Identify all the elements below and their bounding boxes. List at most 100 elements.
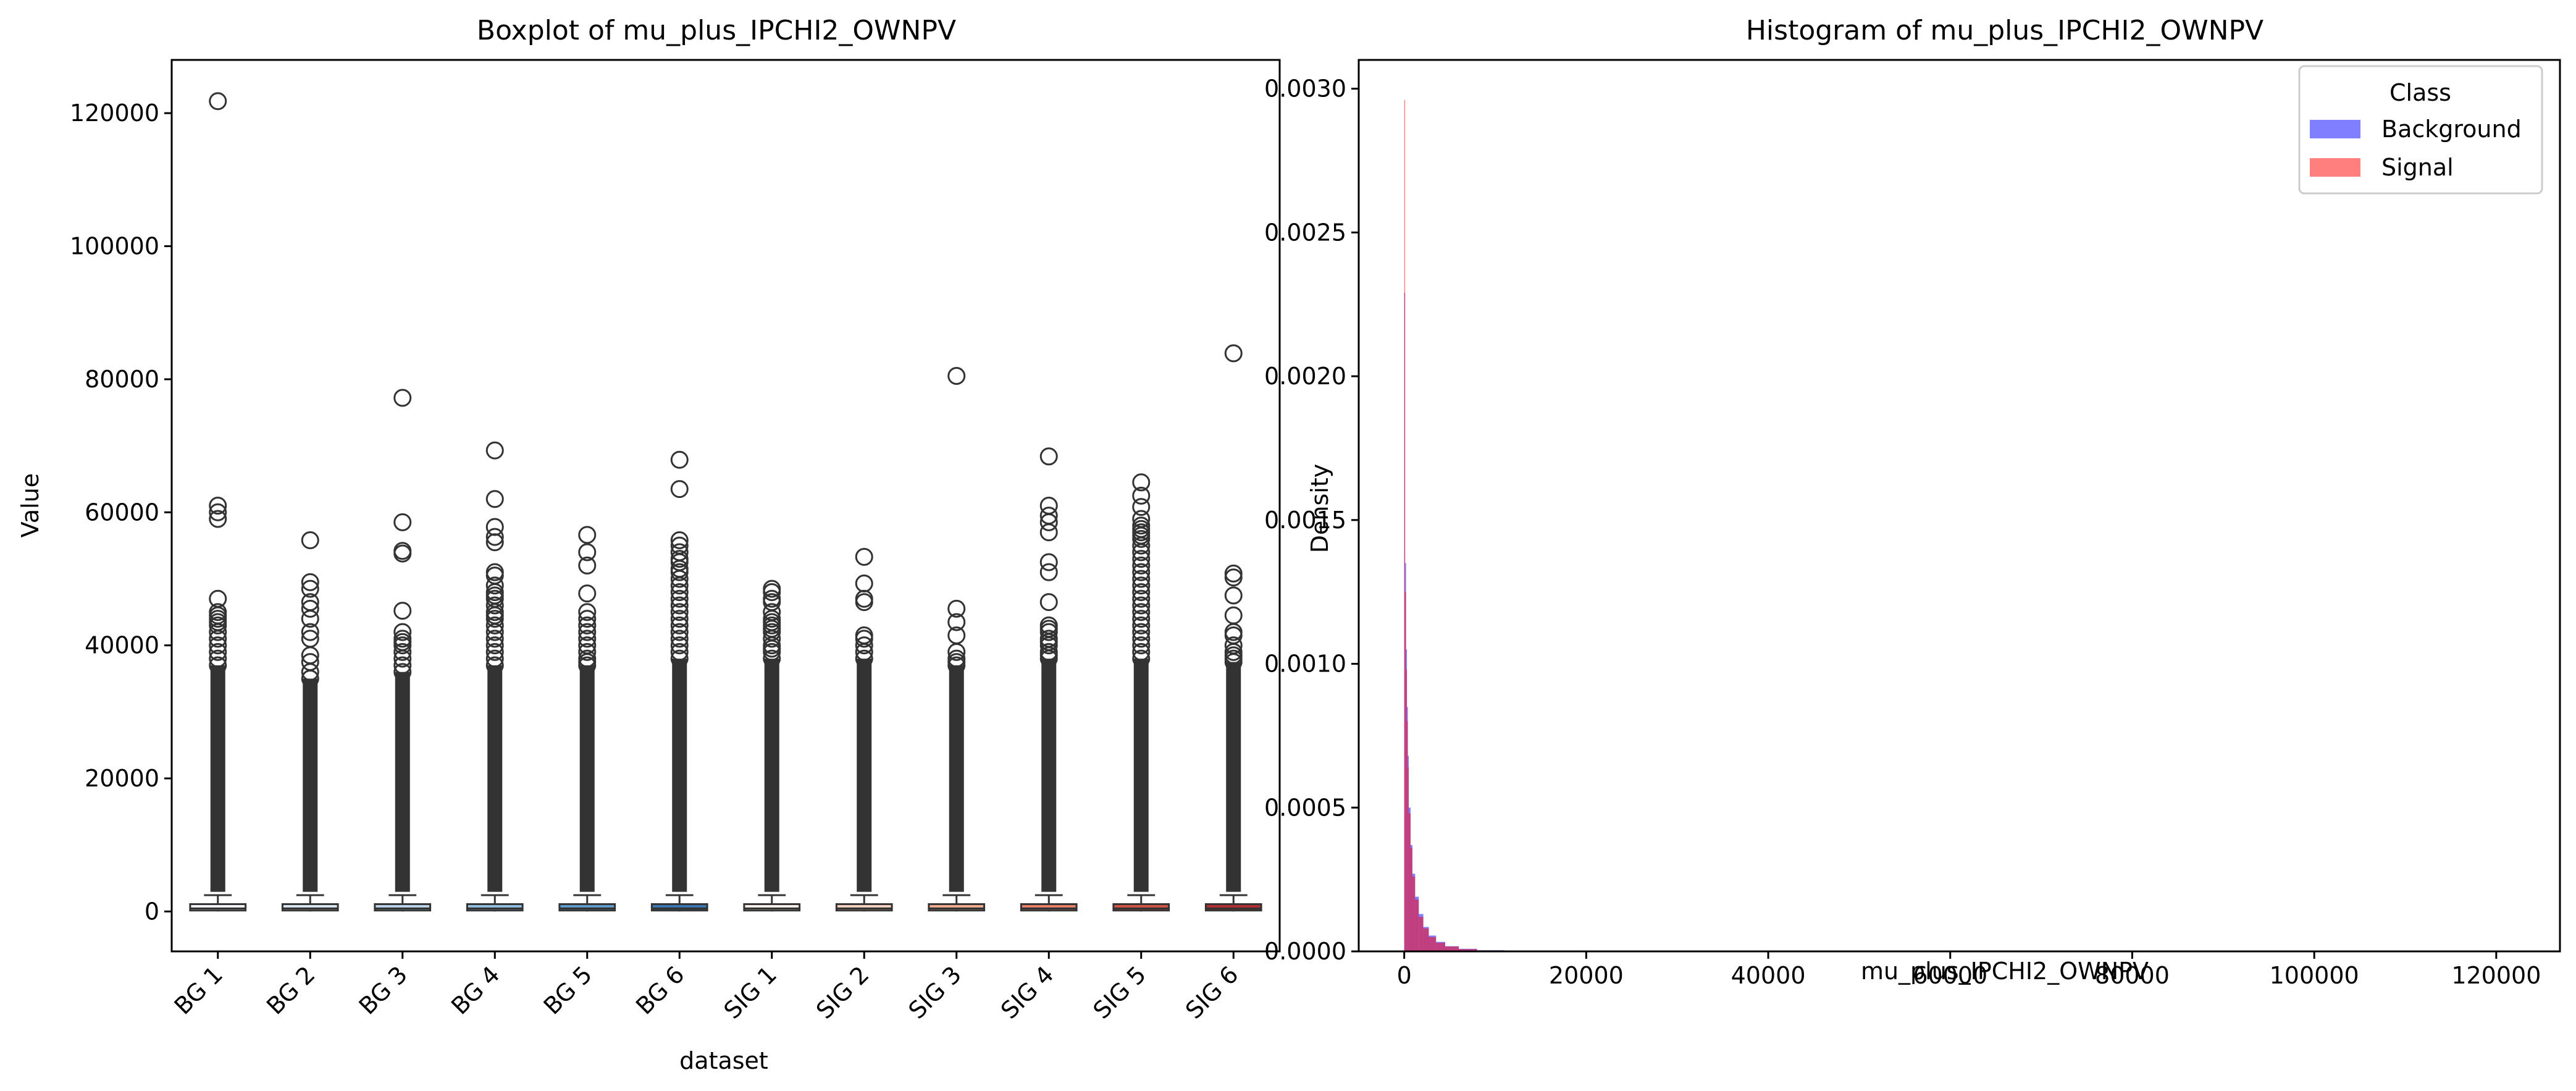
outlier-point: [763, 630, 781, 648]
outlier-point: [670, 531, 689, 549]
outlier-point: [1132, 583, 1151, 601]
x-tick-label: BG 6: [631, 961, 690, 1020]
outlier-point: [578, 642, 597, 661]
legend-swatch-signal: [2310, 158, 2360, 177]
outlier-point: [393, 649, 412, 668]
legend: Class Background Signal: [2298, 65, 2543, 195]
legend-label-background: Background: [2381, 116, 2522, 143]
outlier-point: [301, 573, 319, 591]
outlier-point: [947, 367, 966, 385]
y-tick-label: 0.0010: [1264, 651, 1346, 678]
outlier-point: [485, 533, 504, 552]
box-bg-6: [650, 450, 708, 912]
histogram-bar: [1423, 928, 1429, 951]
box-bg-4: [466, 441, 524, 912]
outlier-point: [1132, 636, 1151, 655]
outlier-point: [947, 599, 966, 618]
y-tick-label: 40000: [85, 632, 159, 659]
outlier-point: [1224, 344, 1243, 363]
boxplot-frame: [170, 59, 1281, 953]
box-iqr: [650, 903, 708, 912]
y-tick-label: 0.0030: [1264, 75, 1346, 103]
outlier-point: [1132, 498, 1151, 516]
x-tick-label: BG 3: [354, 961, 413, 1020]
histogram-bar: [1415, 899, 1419, 951]
outlier-point: [670, 480, 689, 499]
outlier-point: [301, 531, 319, 549]
boxplot-title: Boxplot of mu_plus_IPCHI2_OWNPV: [477, 15, 956, 46]
histogram-bar: [1407, 721, 1408, 951]
outlier-point: [670, 583, 689, 601]
histogram-bar: [1405, 592, 1406, 951]
histogram-bar: [1429, 937, 1437, 951]
outlier-point: [485, 441, 504, 460]
x-tick-label: BG 2: [261, 961, 321, 1020]
outlier-point: [209, 503, 227, 521]
outlier-point: [1132, 563, 1151, 581]
outlier-point: [855, 574, 873, 592]
outlier-band: [764, 659, 779, 892]
outlier-band: [487, 665, 503, 892]
x-tick-label: 0: [1397, 962, 1412, 989]
outlier-point: [578, 603, 597, 621]
boxplot-x-axis-label: dataset: [679, 1047, 768, 1074]
outlier-point: [1132, 556, 1151, 575]
outlier-point: [1039, 553, 1058, 571]
x-tick-label: BG 4: [446, 961, 505, 1020]
outlier-point: [578, 610, 597, 628]
box-sig-1: [743, 579, 801, 912]
outlier-point: [763, 583, 781, 601]
box-sig-4: [1020, 447, 1078, 912]
outlier-point: [578, 630, 597, 648]
outlier-point: [1224, 568, 1243, 587]
outlier-point: [485, 576, 504, 595]
outlier-point: [485, 636, 504, 655]
outlier-band: [210, 665, 225, 892]
histogram-bar: [1419, 917, 1424, 951]
histogram-frame: [1357, 59, 2561, 953]
outlier-point: [209, 642, 227, 661]
outlier-point: [855, 636, 873, 655]
box-bg-5: [558, 526, 616, 912]
box-iqr: [374, 903, 432, 912]
box-iqr: [558, 903, 616, 912]
y-tick-label: 80000: [85, 366, 159, 393]
outlier-band: [949, 665, 964, 892]
outlier-point: [670, 630, 689, 648]
outlier-point: [1224, 606, 1243, 625]
outlier-point: [1132, 473, 1151, 492]
x-tick-label: BG 5: [539, 961, 598, 1020]
histogram-bar: [1410, 848, 1412, 951]
box-bg-2: [281, 531, 339, 912]
legend-label-signal: Signal: [2381, 154, 2454, 181]
x-tick-label: 80000: [2095, 962, 2170, 989]
histogram-chart: Histogram of mu_plus_IPCHI2_OWNPV Densit…: [1264, 15, 2561, 989]
outlier-point: [855, 547, 873, 566]
histogram-y-axis-label: Density: [1306, 464, 1333, 553]
x-tick-label: 40000: [1731, 962, 1806, 989]
outlier-point: [670, 563, 689, 581]
box-bg-1: [189, 92, 247, 912]
boxplot-chart: Boxplot of mu_plus_IPCHI2_OWNPV Value da…: [17, 15, 1281, 1074]
outlier-point: [485, 616, 504, 634]
outlier-point: [1132, 616, 1151, 634]
outlier-point: [209, 623, 227, 641]
x-tick-label: 100000: [2270, 962, 2359, 989]
outlier-point: [1132, 596, 1151, 615]
boxplot-y-axis-label: Value: [17, 473, 44, 537]
outlier-point: [485, 642, 504, 661]
y-tick-label: 0: [145, 898, 159, 925]
outlier-point: [1132, 550, 1151, 568]
outlier-point: [209, 92, 227, 111]
y-tick-label: 20000: [85, 765, 159, 792]
x-tick-label: SIG 2: [811, 961, 875, 1024]
outlier-point: [1132, 570, 1151, 588]
outlier-point: [1224, 586, 1243, 605]
outlier-point: [670, 596, 689, 615]
legend-title: Class: [2389, 79, 2451, 106]
box-bg-3: [374, 389, 432, 912]
histogram-bar: [1459, 949, 1477, 951]
outlier-point: [301, 579, 319, 598]
outlier-point: [578, 623, 597, 641]
outlier-point: [485, 630, 504, 648]
